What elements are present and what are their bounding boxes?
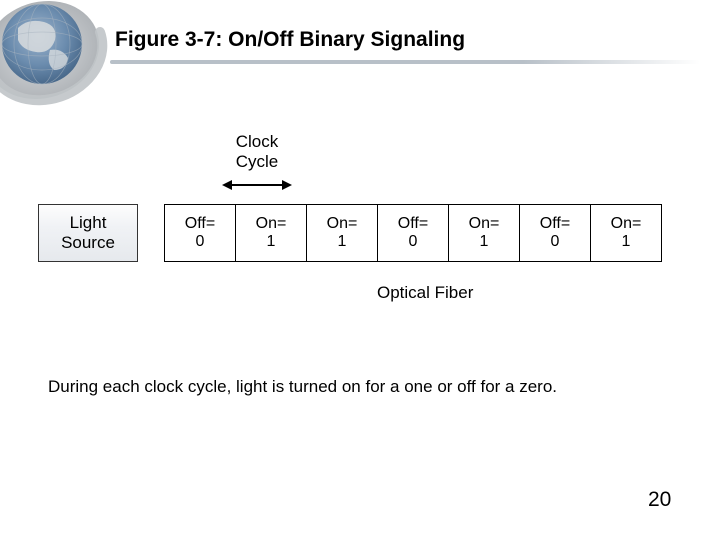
signal-cell-top: On=: [469, 215, 500, 233]
signal-cell-2: On=1: [306, 204, 378, 262]
signal-cell-bottom: 1: [338, 233, 347, 251]
clock-label-line1: Clock: [236, 132, 279, 151]
signal-cell-1: On=1: [235, 204, 307, 262]
signal-cell-top: On=: [611, 215, 642, 233]
signal-cell-top: On=: [327, 215, 358, 233]
clock-label-line2: Cycle: [236, 152, 279, 171]
signal-cell-top: On=: [256, 215, 287, 233]
optical-fiber-label: Optical Fiber: [377, 283, 473, 303]
signal-cell-bottom: 1: [267, 233, 276, 251]
clock-cycle-label: Clock Cycle: [221, 132, 293, 171]
description-text: During each clock cycle, light is turned…: [48, 377, 557, 397]
signal-cell-3: Off=0: [377, 204, 449, 262]
signal-cell-bottom: 1: [622, 233, 631, 251]
light-source-box: Light Source: [38, 204, 138, 262]
signal-cell-bottom: 1: [480, 233, 489, 251]
clock-cycle-arrow: [222, 178, 292, 192]
signal-cell-top: Off=: [185, 215, 215, 233]
light-source-line1: Light: [70, 213, 107, 233]
signal-cell-5: Off=0: [519, 204, 591, 262]
globe-graphic: [0, 0, 110, 110]
signal-cell-top: Off=: [540, 215, 570, 233]
signal-cell-bottom: 0: [409, 233, 418, 251]
light-source-line2: Source: [61, 233, 115, 253]
signal-cell-bottom: 0: [196, 233, 205, 251]
title-divider: [110, 60, 700, 64]
signal-cell-top: Off=: [398, 215, 428, 233]
signal-cell-0: Off=0: [164, 204, 236, 262]
signal-cell-bottom: 0: [551, 233, 560, 251]
signal-cell-4: On=1: [448, 204, 520, 262]
signal-cell-6: On=1: [590, 204, 662, 262]
figure-title: Figure 3-7: On/Off Binary Signaling: [115, 28, 465, 52]
page-number: 20: [648, 488, 671, 512]
signal-row: Off=0On=1On=1Off=0On=1Off=0On=1: [164, 204, 662, 262]
